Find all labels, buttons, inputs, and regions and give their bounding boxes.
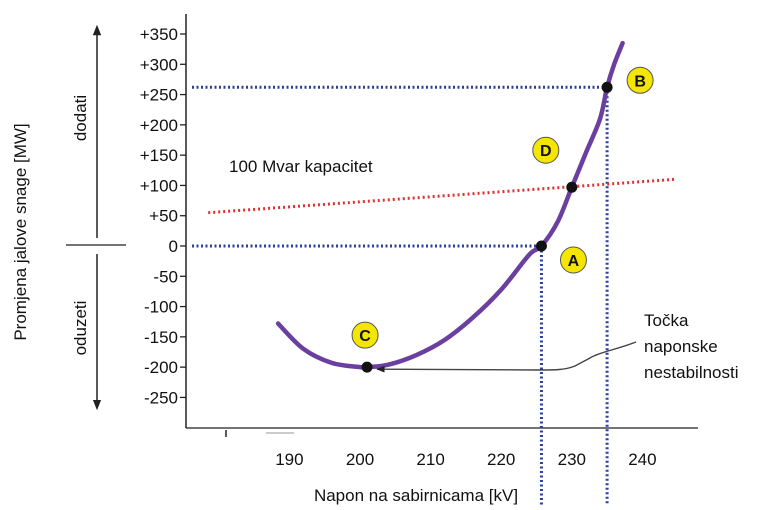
point-c-badge <box>351 321 379 349</box>
x-tick-label: 230 <box>558 450 586 469</box>
y-tick-label: +150 <box>140 146 178 165</box>
operating-points: A B C D <box>351 66 654 373</box>
y-tick-label: -50 <box>153 267 178 286</box>
y-axis-ticks: +350 +300 +250 +200 +150 +100 +50 0 -50 -100 -150 -… <box>140 25 186 407</box>
y-tick-label: +250 <box>140 86 178 105</box>
point-c-label: C <box>359 328 371 345</box>
up-direction-label: dodati <box>71 95 90 141</box>
point-b-badge <box>626 66 654 94</box>
x-tick-label: 220 <box>487 450 515 469</box>
x-tick-label: 190 <box>275 450 303 469</box>
down-direction-label: oduzeti <box>71 301 90 356</box>
y-tick-label: +350 <box>140 25 178 44</box>
y-tick-label: +200 <box>140 116 178 135</box>
y-tick-label: +50 <box>149 207 178 226</box>
y-axis-title: Promjena jalove snage [MW] <box>11 123 30 340</box>
y-tick-label: 0 <box>169 237 178 256</box>
instability-pointer-line <box>376 341 637 373</box>
instability-label-line-3: nestabilnosti <box>644 363 739 382</box>
y-tick-label: -100 <box>144 298 178 317</box>
x-tick-label: 210 <box>416 450 444 469</box>
y-tick-label: -200 <box>144 358 178 377</box>
y-tick-label: -150 <box>144 328 178 347</box>
point-d-badge <box>532 136 560 164</box>
x-tick-label: 200 <box>346 450 374 469</box>
x-axis-ticks: 190 200 210 220 230 240 <box>275 450 656 469</box>
point-a-label: A <box>568 253 580 270</box>
y-tick-label: +300 <box>140 55 178 74</box>
x-axis-title: Napon na sabirnicama [kV] <box>314 486 518 505</box>
point-d-dot <box>566 181 578 193</box>
qv-curve <box>275 40 625 370</box>
instability-label-line-1: Točka <box>644 311 689 330</box>
y-tick-label: +100 <box>140 176 178 195</box>
point-b-dot <box>601 81 613 93</box>
instability-label-line-2: naponske <box>644 337 718 356</box>
y-tick-label: -250 <box>144 388 178 407</box>
point-c-dot <box>361 361 373 373</box>
point-a-badge <box>559 246 587 274</box>
point-b-label: B <box>634 73 646 90</box>
point-a-dot <box>535 240 547 252</box>
guide-lines <box>192 85 609 505</box>
capacity-line-100mvar <box>208 177 675 215</box>
x-tick-label: 240 <box>628 450 656 469</box>
capacity-label: 100 Mvar kapacitet <box>229 157 373 176</box>
point-d-label: D <box>540 143 552 160</box>
